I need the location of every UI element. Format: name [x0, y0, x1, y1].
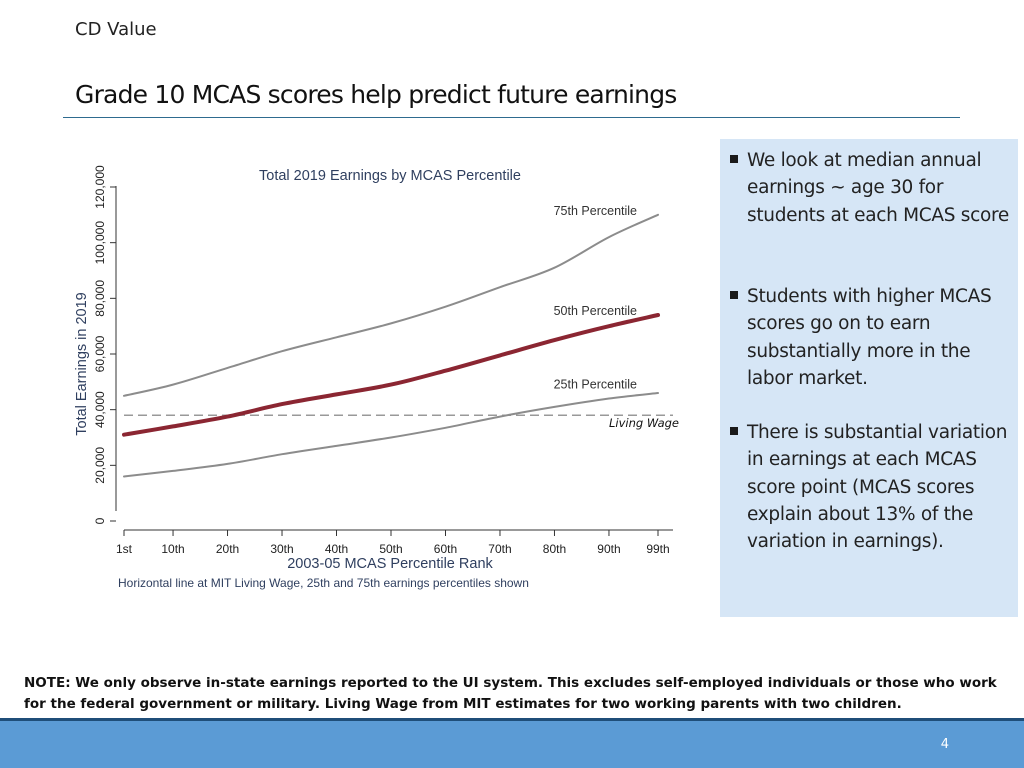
earnings-line-chart: Total 2019 Earnings by MCAS Percentile 0 2… — [74, 165, 679, 590]
series-line-50th-percentile — [122, 313, 660, 437]
y-tick-label: 60,000 — [93, 335, 107, 372]
footer-bar: 4 — [0, 721, 1024, 768]
bullet-item: We look at median annual earnings ~ age … — [730, 147, 1010, 229]
bullet-text: Students with higher MCAS scores go on t… — [747, 286, 992, 389]
living-wage-label: Living Wage — [609, 416, 679, 430]
x-tick-label: 10th — [161, 542, 184, 556]
x-tick-label: 60th — [434, 542, 457, 556]
y-axis-label: Total Earnings in 2019 — [74, 292, 90, 436]
chart-caption: Horizontal line at MIT Living Wage, 25th… — [118, 576, 529, 590]
x-tick-label: 40th — [325, 542, 348, 556]
bullet-text: We look at median annual earnings ~ age … — [747, 150, 1009, 226]
series-label-50th-percentile: 50th Percentile — [554, 304, 637, 318]
x-tick-label: 99th — [646, 542, 669, 556]
y-tick-label: 100,000 — [93, 221, 107, 265]
y-tick-label: 40,000 — [93, 391, 107, 428]
slide-title: Grade 10 MCAS scores help predict future… — [75, 80, 677, 109]
series-label-75th-percentile: 75th Percentile — [554, 204, 637, 218]
bullet-square-icon — [730, 291, 738, 299]
y-tick-label: 20,000 — [93, 447, 107, 484]
x-tick-label: 50th — [379, 542, 402, 556]
x-tick-label: 90th — [597, 542, 620, 556]
footer-divider — [0, 718, 1024, 721]
bullet-item: Students with higher MCAS scores go on t… — [730, 283, 1010, 392]
bullet-item: There is substantial variation in earnin… — [730, 419, 1010, 555]
x-tick-label: 1st — [116, 542, 133, 556]
key-points-panel: We look at median annual earnings ~ age … — [720, 139, 1018, 617]
series-line-75th-percentile — [123, 213, 659, 397]
bullet-square-icon — [730, 155, 738, 163]
series-label-25th-percentile: 25th Percentile — [554, 378, 637, 392]
x-tick-label: 80th — [543, 542, 566, 556]
y-tick-label: 80,000 — [93, 280, 107, 317]
title-divider — [63, 117, 960, 118]
x-tick-label: 20th — [216, 542, 239, 556]
page-number: 4 — [940, 737, 949, 752]
bullet-square-icon — [730, 427, 738, 435]
series-line-25th-percentile — [123, 392, 659, 478]
x-tick-label: 30th — [270, 542, 293, 556]
chart-title: Total 2019 Earnings by MCAS Percentile — [259, 168, 521, 184]
footnote: NOTE: We only observe in-state earnings … — [24, 675, 997, 712]
bullet-text: There is substantial variation in earnin… — [747, 422, 1008, 553]
header-label: CD Value — [75, 19, 157, 40]
y-tick-label: 0 — [93, 517, 107, 524]
y-tick-label: 120,000 — [93, 165, 107, 209]
x-tick-label: 70th — [488, 542, 511, 556]
x-axis-label: 2003-05 MCAS Percentile Rank — [287, 556, 493, 572]
